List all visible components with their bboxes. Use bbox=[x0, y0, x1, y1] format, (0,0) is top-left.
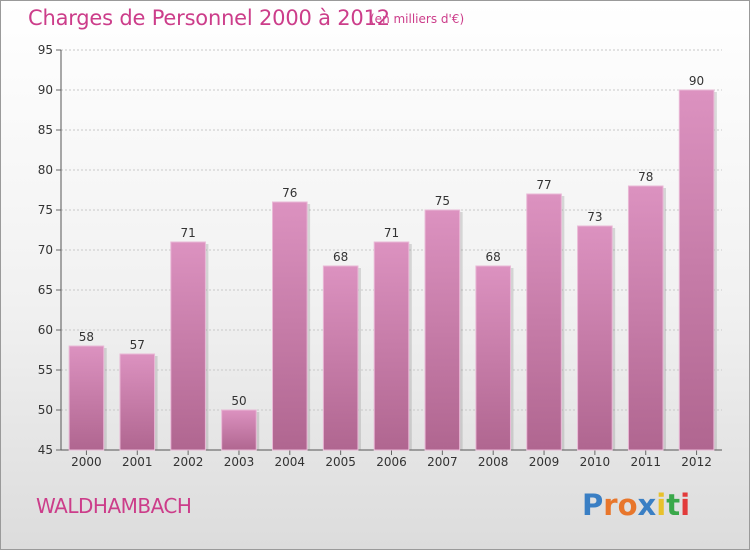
logo-letter: t bbox=[666, 488, 681, 522]
y-tick-label: 80 bbox=[38, 163, 53, 177]
y-tick-label: 85 bbox=[38, 123, 53, 137]
bar-value-label: 78 bbox=[638, 170, 653, 184]
bar bbox=[475, 265, 511, 451]
x-tick-label: 2009 bbox=[529, 455, 560, 469]
bar bbox=[424, 209, 461, 451]
bar-value-label: 90 bbox=[689, 74, 704, 88]
x-tick-label: 2007 bbox=[427, 455, 458, 469]
x-tick-label: 2005 bbox=[325, 455, 356, 469]
commune-name: WALDHAMBACH bbox=[36, 494, 192, 518]
bar bbox=[526, 193, 562, 451]
x-tick-label: 2011 bbox=[630, 455, 661, 469]
data-labels: 58 57 71 50 76 68 71 75 68 77 73 78 90 bbox=[79, 74, 704, 408]
logo-letter: o bbox=[617, 488, 638, 522]
y-tick-label: 70 bbox=[38, 243, 53, 257]
y-tick-label: 45 bbox=[38, 443, 53, 457]
bar bbox=[272, 201, 308, 451]
x-tick-label: 2004 bbox=[275, 455, 306, 469]
bar bbox=[577, 225, 613, 451]
bar bbox=[322, 265, 359, 451]
logo-letter: P bbox=[582, 488, 604, 522]
y-tick-label: 75 bbox=[38, 203, 53, 217]
y-tick-label: 50 bbox=[38, 403, 53, 417]
bar-value-label: 50 bbox=[231, 394, 246, 408]
x-tick-label: 2010 bbox=[580, 455, 611, 469]
bar bbox=[119, 353, 156, 451]
y-tick-label: 65 bbox=[38, 283, 53, 297]
x-tick-label: 2006 bbox=[376, 455, 407, 469]
x-tick-label: 2008 bbox=[478, 455, 509, 469]
y-tick-label: 90 bbox=[38, 83, 53, 97]
bar-value-label: 68 bbox=[486, 250, 501, 264]
chart-title: Charges de Personnel 2000 à 2012 bbox=[28, 6, 390, 30]
bar-value-label: 77 bbox=[536, 178, 551, 192]
bar bbox=[373, 241, 410, 451]
bar bbox=[170, 241, 206, 451]
bar-value-label: 76 bbox=[282, 186, 297, 200]
x-tick-label: 2003 bbox=[224, 455, 255, 469]
logo-letter: i bbox=[656, 488, 667, 522]
axes: 45 50 55 60 65 70 75 80 85 90 95 2000 2001 2002 2003 20… bbox=[38, 43, 722, 469]
x-tick-label: 2012 bbox=[681, 455, 712, 469]
logo-letter: x bbox=[637, 488, 657, 522]
y-tick-label: 55 bbox=[38, 363, 53, 377]
bar-value-label: 68 bbox=[333, 250, 348, 264]
logo-letter: i bbox=[680, 488, 691, 522]
bar-value-label: 57 bbox=[130, 338, 145, 352]
bar bbox=[678, 89, 715, 451]
y-tick-label: 60 bbox=[38, 323, 53, 337]
x-tick-label: 2002 bbox=[173, 455, 204, 469]
proxiti-logo[interactable]: Proxiti bbox=[582, 488, 690, 522]
bars bbox=[68, 89, 717, 451]
x-tick-label: 2000 bbox=[71, 455, 102, 469]
bar-value-label: 75 bbox=[435, 194, 450, 208]
bar bbox=[627, 185, 664, 451]
bar-value-label: 71 bbox=[180, 226, 195, 240]
x-tick-label: 2001 bbox=[122, 455, 153, 469]
bar bbox=[221, 409, 257, 451]
bar bbox=[68, 345, 105, 451]
logo-letter: r bbox=[603, 488, 618, 522]
y-tick-label: 95 bbox=[38, 43, 53, 57]
bar-value-label: 71 bbox=[384, 226, 399, 240]
bar-value-label: 73 bbox=[587, 210, 602, 224]
chart-subtitle: (en milliers d'€) bbox=[370, 12, 465, 26]
bar-value-label: 58 bbox=[79, 330, 94, 344]
